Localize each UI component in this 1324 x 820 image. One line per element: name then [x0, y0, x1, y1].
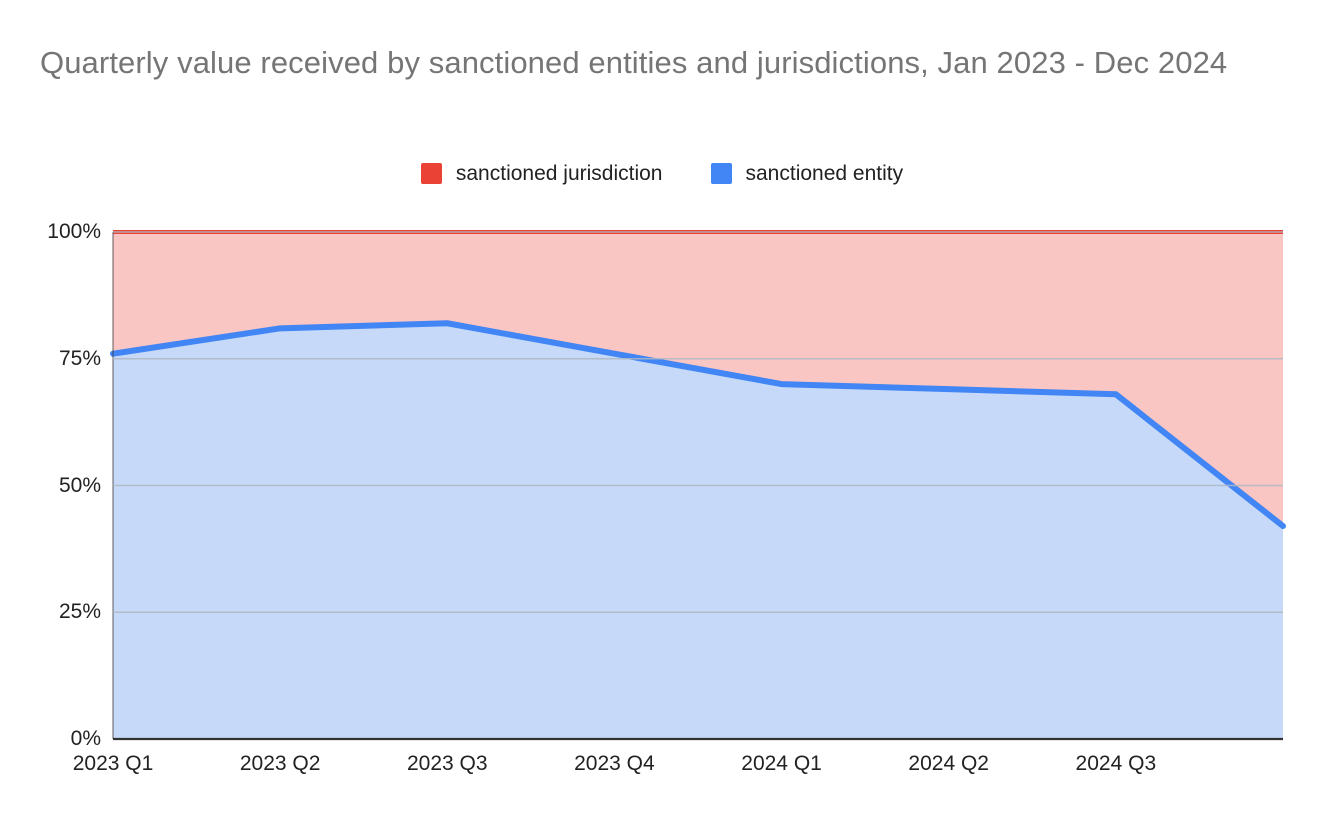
series-areas-group — [113, 232, 1283, 739]
legend-item-sanctioned-entity[interactable]: sanctioned entity — [710, 162, 904, 185]
gridlines-group — [113, 231, 1283, 614]
area-sanctioned-entity — [113, 323, 1283, 739]
chart-legend: sanctioned jurisdiction sanctioned entit… — [0, 163, 1324, 184]
legend-item-sanctioned-jurisdiction[interactable]: sanctioned jurisdiction — [420, 162, 663, 185]
legend-label-sanctioned-jurisdiction: sanctioned jurisdiction — [455, 162, 663, 185]
line-sanctioned-entity — [110, 320, 1286, 530]
legend-label-sanctioned-entity: sanctioned entity — [745, 162, 904, 185]
area-sanctioned-jurisdiction — [113, 232, 1283, 527]
chart-title: Quarterly value received by sanctioned e… — [40, 45, 1228, 80]
legend-swatch-sanctioned-entity — [710, 163, 732, 184]
legend-swatch-sanctioned-jurisdiction — [420, 163, 442, 184]
